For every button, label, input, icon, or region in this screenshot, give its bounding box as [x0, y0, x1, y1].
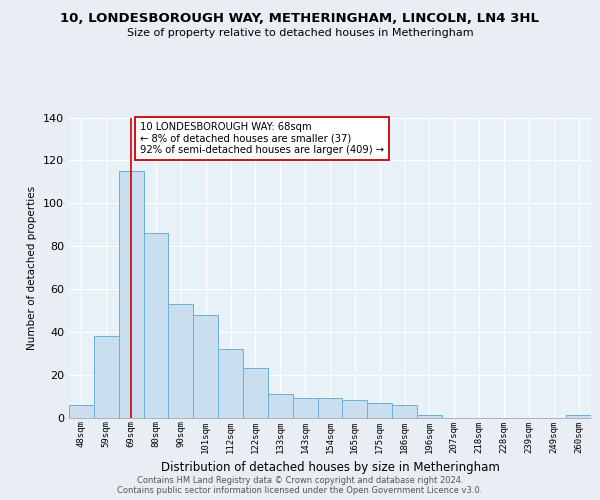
Bar — [69, 404, 94, 417]
Y-axis label: Number of detached properties: Number of detached properties — [28, 186, 37, 350]
Bar — [169, 304, 193, 418]
Bar — [566, 416, 591, 418]
Text: 10, LONDESBOROUGH WAY, METHERINGHAM, LINCOLN, LN4 3HL: 10, LONDESBOROUGH WAY, METHERINGHAM, LIN… — [61, 12, 539, 26]
Bar — [94, 336, 119, 417]
Bar — [218, 349, 243, 418]
Bar — [193, 314, 218, 418]
Text: Contains HM Land Registry data © Crown copyright and database right 2024.
Contai: Contains HM Land Registry data © Crown c… — [118, 476, 482, 495]
Bar — [143, 233, 169, 418]
Bar — [392, 404, 417, 417]
Bar — [119, 171, 143, 418]
Bar — [243, 368, 268, 418]
Text: Size of property relative to detached houses in Metheringham: Size of property relative to detached ho… — [127, 28, 473, 38]
Bar — [417, 416, 442, 418]
X-axis label: Distribution of detached houses by size in Metheringham: Distribution of detached houses by size … — [161, 461, 499, 474]
Bar — [343, 400, 367, 417]
Bar — [317, 398, 343, 417]
Bar — [268, 394, 293, 417]
Bar — [367, 402, 392, 417]
Bar — [293, 398, 317, 417]
Text: 10 LONDESBOROUGH WAY: 68sqm
← 8% of detached houses are smaller (37)
92% of semi: 10 LONDESBOROUGH WAY: 68sqm ← 8% of deta… — [140, 122, 384, 155]
